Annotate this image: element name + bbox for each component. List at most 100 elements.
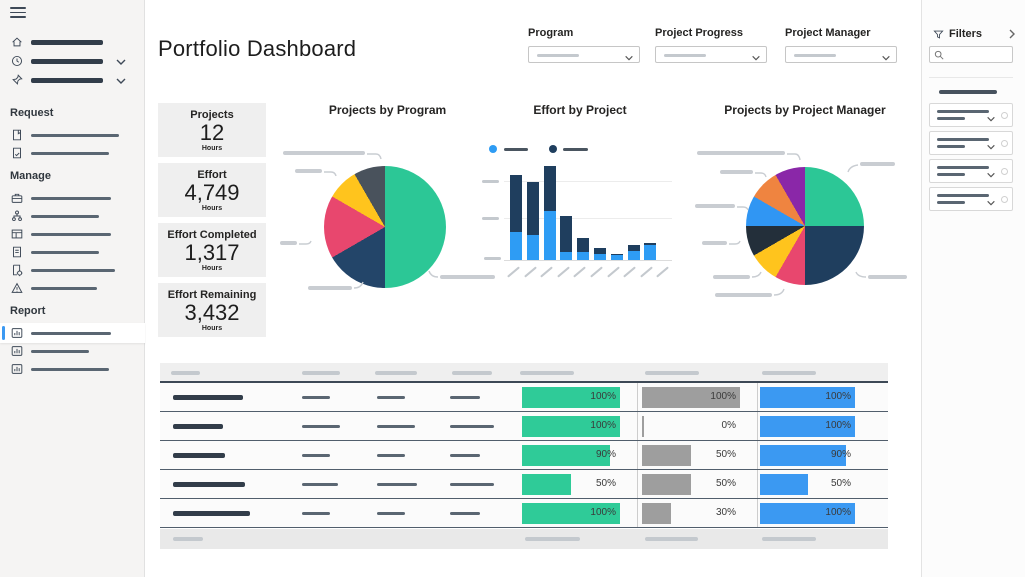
kpi-card-effort-remaining[interactable]: Effort Remaining 3,432 Hours bbox=[158, 283, 266, 337]
funnel-icon bbox=[933, 30, 944, 39]
stacked-bar[interactable] bbox=[611, 254, 623, 260]
bar-chart-effort-by-project[interactable]: Effort by Project bbox=[470, 103, 690, 293]
table-row[interactable]: 100% 100% 100% bbox=[160, 383, 888, 412]
kpi-card-projects[interactable]: Projects 12 Hours bbox=[158, 103, 266, 157]
bar-segment-remaining bbox=[544, 166, 556, 211]
stacked-bar[interactable] bbox=[577, 238, 589, 260]
sidebar-item[interactable] bbox=[0, 341, 145, 361]
table-row[interactable]: 100% 0% 100% bbox=[160, 412, 888, 441]
pie-chart-projects-by-project-manager[interactable]: Projects by Project Manager bbox=[690, 103, 920, 308]
chevron-down-icon[interactable] bbox=[986, 195, 996, 206]
cell-text-redacted bbox=[450, 425, 494, 428]
table-row[interactable]: 50% 50% 50% bbox=[160, 470, 888, 499]
sidebar-item[interactable] bbox=[0, 278, 145, 298]
sidebar-item[interactable] bbox=[0, 260, 145, 280]
eraser-icon[interactable] bbox=[1001, 168, 1008, 175]
filter-field-redacted bbox=[937, 110, 989, 113]
column-header-redacted[interactable] bbox=[520, 371, 574, 375]
sidebar-item[interactable] bbox=[0, 70, 145, 90]
cell-text-redacted bbox=[450, 396, 480, 399]
progress-bar bbox=[760, 445, 846, 466]
cell-text-redacted bbox=[377, 483, 417, 486]
sidebar-item-selected[interactable] bbox=[0, 323, 145, 343]
chevron-down-icon[interactable] bbox=[986, 167, 996, 178]
filter-card[interactable] bbox=[929, 159, 1013, 183]
stacked-bar[interactable] bbox=[594, 248, 606, 260]
progress-value: 50% bbox=[595, 478, 616, 489]
table-row[interactable]: 90% 50% 90% bbox=[160, 441, 888, 470]
chevron-down-icon bbox=[751, 50, 761, 61]
sidebar-item[interactable] bbox=[0, 359, 145, 379]
eraser-icon[interactable] bbox=[1001, 196, 1008, 203]
x-axis-label-redacted bbox=[573, 266, 587, 278]
chevron-down-icon[interactable] bbox=[986, 139, 996, 150]
filter-card[interactable] bbox=[929, 103, 1013, 127]
bar-segment-remaining bbox=[560, 216, 572, 252]
filter-field-redacted bbox=[937, 138, 989, 141]
chevron-down-icon[interactable] bbox=[986, 111, 996, 122]
slicer-dropdown[interactable] bbox=[785, 46, 897, 63]
bar-segment-remaining bbox=[628, 245, 640, 251]
table-row[interactable]: 100% 30% 100% bbox=[160, 499, 888, 528]
cell-text-redacted bbox=[450, 454, 480, 457]
chevron-down-icon[interactable] bbox=[115, 55, 127, 67]
eraser-icon[interactable] bbox=[1001, 140, 1008, 147]
redacted-value bbox=[794, 54, 836, 57]
cell-text-redacted bbox=[450, 483, 494, 486]
sidebar-item[interactable] bbox=[0, 51, 145, 71]
kpi-card-effort[interactable]: Effort 4,749 Hours bbox=[158, 163, 266, 217]
redacted-label bbox=[31, 367, 109, 371]
bar-segment-remaining bbox=[527, 182, 539, 235]
stacked-bar[interactable] bbox=[644, 243, 656, 260]
stacked-bar[interactable] bbox=[628, 245, 640, 260]
hamburger-menu-icon[interactable] bbox=[10, 7, 26, 19]
sidebar-item[interactable] bbox=[0, 143, 145, 163]
sidebar-item[interactable] bbox=[0, 32, 145, 52]
chevron-down-icon[interactable] bbox=[115, 74, 127, 86]
sidebar-item[interactable] bbox=[0, 206, 145, 226]
filter-search-input[interactable] bbox=[929, 46, 1013, 63]
stacked-bar[interactable] bbox=[544, 166, 556, 260]
eraser-icon[interactable] bbox=[1001, 112, 1008, 119]
column-header-redacted[interactable] bbox=[171, 371, 200, 375]
redacted-label bbox=[31, 133, 119, 137]
progress-value: 100% bbox=[710, 391, 736, 402]
progress-bar bbox=[642, 474, 691, 495]
y-axis-tick-redacted bbox=[484, 257, 501, 260]
column-divider bbox=[757, 441, 758, 469]
progress-cell: 100% bbox=[760, 387, 855, 408]
progress-bar bbox=[642, 416, 644, 437]
bar-segment-remaining bbox=[510, 175, 522, 232]
redacted-label bbox=[31, 250, 99, 254]
filter-card[interactable] bbox=[929, 131, 1013, 155]
kpi-card-effort-completed[interactable]: Effort Completed 1,317 Hours bbox=[158, 223, 266, 277]
sidebar-item[interactable] bbox=[0, 224, 145, 244]
kpi-value: 12 bbox=[199, 120, 225, 145]
filter-value-redacted bbox=[937, 201, 965, 204]
filter-card[interactable] bbox=[929, 187, 1013, 211]
bar-segment-remaining bbox=[594, 248, 606, 254]
stacked-bar[interactable] bbox=[560, 216, 572, 260]
column-header-redacted[interactable] bbox=[762, 371, 816, 375]
progress-cell: 100% bbox=[522, 503, 620, 524]
slicer-dropdown[interactable] bbox=[655, 46, 767, 63]
sidebar-item[interactable] bbox=[0, 242, 145, 262]
column-header-redacted[interactable] bbox=[645, 371, 699, 375]
pie-chart-projects-by-program[interactable]: Projects by Program bbox=[280, 103, 495, 303]
x-axis-label-redacted bbox=[623, 266, 637, 278]
redacted-label bbox=[31, 286, 97, 290]
pie-disc[interactable] bbox=[746, 167, 864, 285]
report-icon bbox=[10, 326, 24, 340]
column-header-redacted[interactable] bbox=[302, 371, 340, 375]
column-header-redacted[interactable] bbox=[375, 371, 417, 375]
stacked-bar[interactable] bbox=[510, 175, 522, 260]
slicer-dropdown[interactable] bbox=[528, 46, 640, 63]
kpi-label: Effort bbox=[197, 169, 227, 181]
progress-bar bbox=[760, 474, 808, 495]
pie-disc[interactable] bbox=[324, 166, 446, 288]
column-header-redacted[interactable] bbox=[452, 371, 492, 375]
sidebar-item[interactable] bbox=[0, 188, 145, 208]
stacked-bar[interactable] bbox=[527, 182, 539, 260]
chevron-right-icon[interactable] bbox=[1007, 29, 1017, 39]
sidebar-item[interactable] bbox=[0, 125, 145, 145]
